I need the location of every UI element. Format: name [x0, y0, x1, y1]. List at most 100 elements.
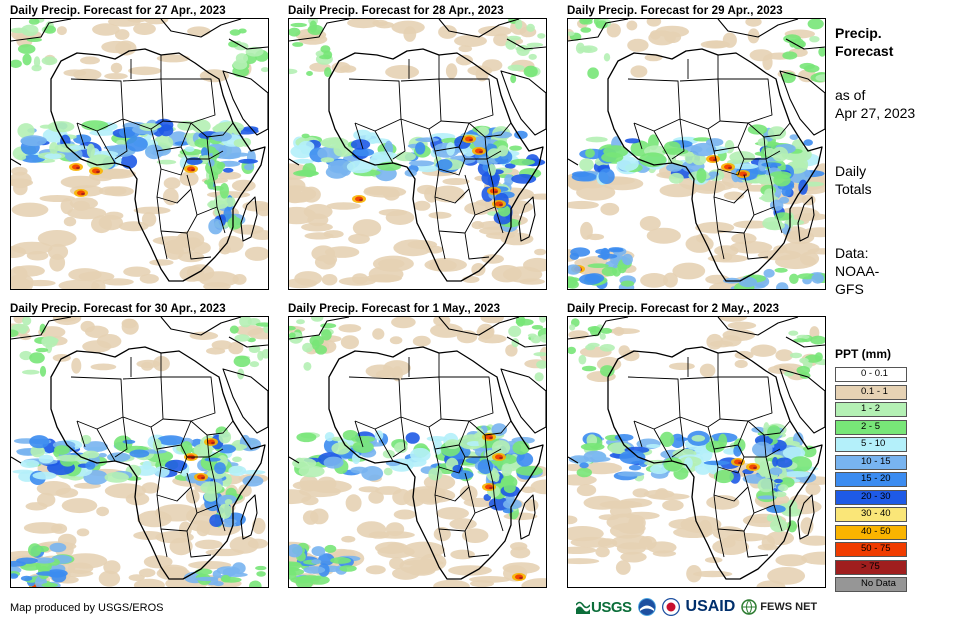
precip-cell	[36, 571, 59, 576]
precip-cell	[620, 551, 647, 563]
precip-cell	[506, 35, 521, 41]
precip-cell	[756, 174, 776, 185]
precip-cell	[684, 151, 695, 164]
precip-cell	[289, 177, 306, 194]
precip-cell	[157, 435, 185, 446]
country-border	[653, 416, 685, 458]
panel-title: Daily Precip. Forecast for 30 Apr., 2023	[10, 303, 226, 315]
precip-cell	[415, 142, 426, 155]
precip-cell	[96, 170, 100, 174]
precip-cell	[773, 174, 791, 187]
precip-map-svg	[568, 19, 825, 289]
precip-cell	[530, 335, 542, 344]
precip-cell	[36, 481, 71, 496]
precip-cell	[217, 496, 228, 506]
precip-cell	[302, 342, 314, 353]
precip-cell	[16, 557, 38, 564]
country-border	[494, 206, 504, 234]
country-border	[374, 118, 406, 160]
precip-cell	[352, 452, 361, 465]
precip-cell	[663, 457, 683, 472]
precip-cell	[163, 177, 181, 190]
precip-cell	[257, 350, 264, 361]
precip-cell	[389, 336, 403, 345]
precip-cell	[393, 509, 417, 520]
globe-icon	[741, 599, 758, 615]
legend-swatch	[835, 454, 907, 470]
precip-cell	[107, 452, 131, 462]
precip-cell	[483, 494, 492, 501]
usgs-logo: USGS	[576, 599, 632, 616]
precip-cell	[324, 544, 337, 553]
precip-cell	[61, 498, 98, 514]
precip-cell	[807, 19, 824, 30]
precip-cell	[289, 278, 318, 289]
precip-cell	[469, 138, 473, 142]
precip-cell	[383, 467, 393, 476]
precip-cell	[668, 362, 695, 370]
precip-cell	[204, 457, 221, 462]
precip-cell	[128, 66, 162, 76]
precip-cell	[346, 160, 373, 174]
precip-cell	[428, 211, 452, 219]
legend-label: 2 - 5	[861, 420, 881, 432]
precip-cell	[646, 227, 681, 244]
precip-cell	[28, 19, 40, 25]
precip-cell	[783, 34, 801, 44]
precip-cell	[662, 499, 684, 511]
precip-map-svg	[568, 317, 825, 587]
precip-cell	[191, 119, 211, 133]
country-border	[773, 206, 783, 234]
precip-cell	[696, 168, 707, 184]
precip-cell	[372, 255, 414, 272]
precip-cell	[620, 280, 635, 287]
precip-cell	[289, 544, 303, 558]
precip-cell	[416, 165, 439, 173]
country-border	[130, 55, 162, 79]
precip-cell	[415, 137, 439, 142]
precip-cell	[210, 131, 232, 142]
precip-cell	[296, 432, 317, 443]
precip-cell	[521, 578, 546, 587]
precip-cell	[568, 346, 576, 355]
africa-coastline	[328, 48, 544, 282]
precip-cell	[361, 466, 384, 481]
precip-cell	[244, 163, 254, 171]
precip-cell	[32, 471, 57, 480]
precip-cell	[459, 485, 478, 502]
precip-cell	[133, 206, 171, 215]
precip-cell	[668, 519, 700, 530]
coastline	[228, 336, 268, 348]
precip-cell	[209, 514, 224, 527]
precip-cell	[728, 166, 732, 170]
precip-cell	[303, 362, 312, 371]
precip-cell	[41, 56, 58, 66]
precip-layer	[11, 19, 268, 289]
precip-cell	[123, 266, 151, 277]
precip-cell	[247, 538, 268, 549]
precip-cell	[579, 462, 589, 469]
precip-cell	[352, 441, 374, 453]
precip-cell	[290, 22, 307, 28]
legend-swatch	[835, 367, 907, 382]
precip-cell	[179, 148, 203, 156]
precip-cell	[786, 499, 798, 514]
precip-cell	[663, 272, 678, 288]
coastline	[11, 158, 22, 166]
precip-cell	[693, 137, 712, 142]
coastline	[717, 317, 799, 336]
precip-cell	[81, 120, 109, 131]
precip-cell	[534, 248, 546, 256]
precip-cell	[799, 357, 809, 364]
legend-label: 20 - 30	[861, 490, 891, 502]
precip-cell	[58, 279, 100, 289]
country-border	[753, 456, 775, 514]
precip-cell	[234, 334, 250, 342]
precip-cell	[320, 323, 337, 329]
precip-cell	[585, 148, 595, 158]
precip-cell	[83, 441, 108, 453]
precip-cell	[39, 323, 46, 334]
coastline	[11, 317, 72, 340]
sidebar-totals-line2: Totals	[835, 181, 872, 197]
country-border	[687, 55, 719, 79]
